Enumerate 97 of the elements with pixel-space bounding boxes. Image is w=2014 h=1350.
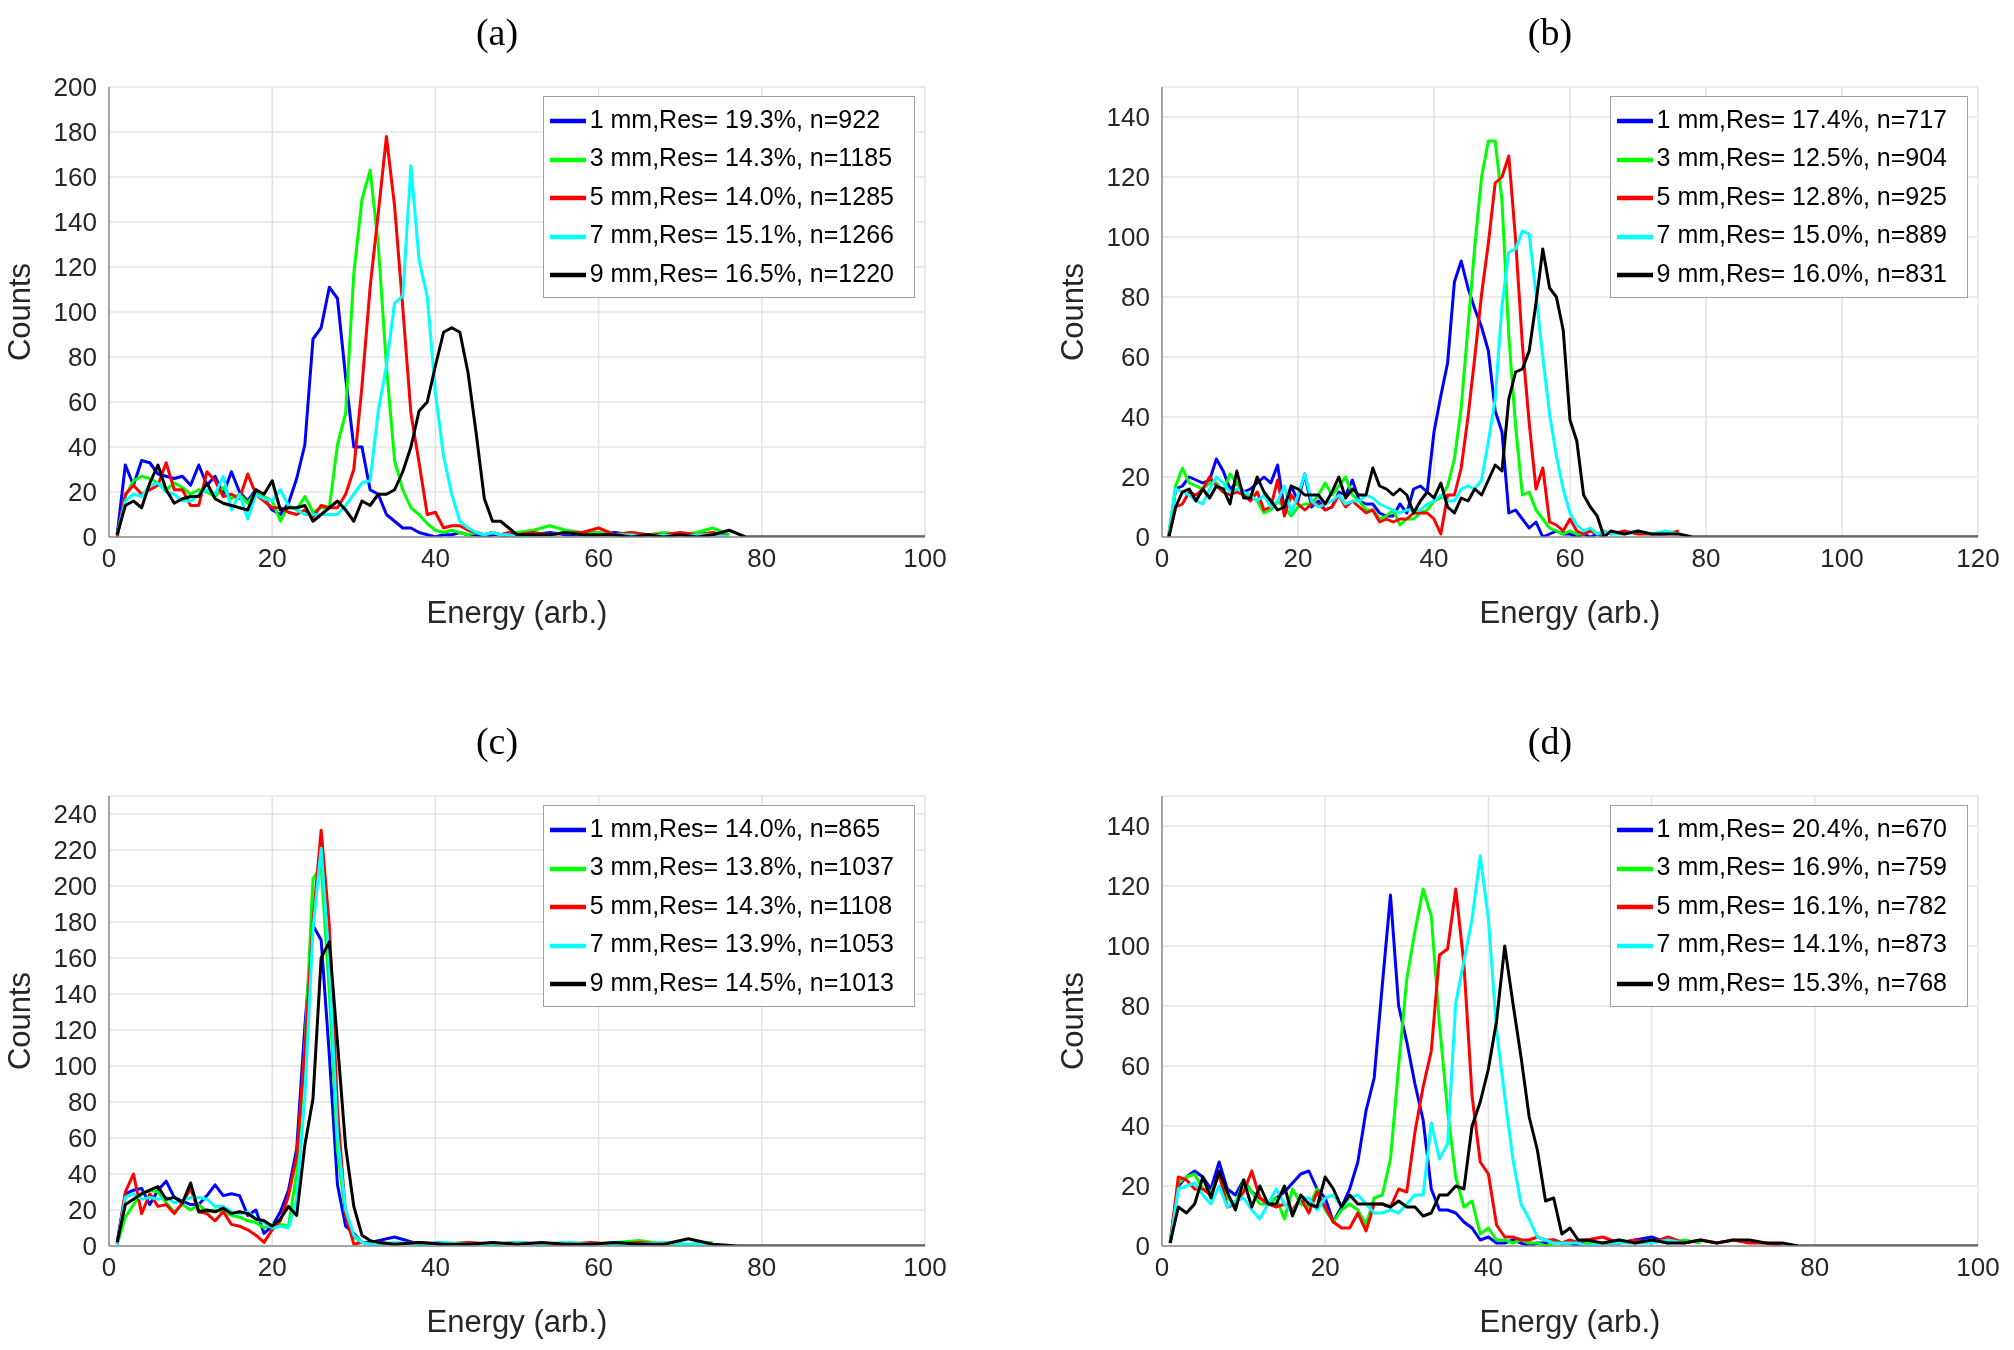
y-tick-label: 0: [82, 1231, 97, 1262]
y-tick-label: 40: [1121, 1111, 1150, 1142]
legend-label: 1 mm,Res= 14.0%, n=865: [589, 814, 881, 842]
legend-label: 9 mm,Res= 15.3%, n=768: [1656, 967, 1947, 996]
x-tick-label: 100: [1820, 543, 1864, 574]
y-tick-label: 80: [68, 342, 97, 373]
y-tick-label: 80: [1121, 991, 1150, 1022]
y-tick-label: 200: [53, 871, 97, 902]
x-tick-label: 100: [903, 543, 947, 574]
y-tick-label: 140: [53, 207, 97, 238]
y-tick-label: 120: [1106, 871, 1150, 902]
x-tick-label: 0: [101, 1252, 117, 1283]
legend-label: 7 mm,Res= 15.1%, n=1266: [589, 220, 894, 249]
x-axis-title: Energy (arb.): [1479, 1304, 1661, 1339]
x-tick-label: 20: [1283, 543, 1313, 574]
y-tick-label: 20: [1121, 1171, 1150, 1202]
x-tick-label: 120: [1956, 543, 2000, 574]
x-tick-label: 20: [257, 543, 287, 574]
x-tick-label: 80: [1800, 1252, 1830, 1283]
y-tick-label: 20: [68, 477, 97, 508]
x-axis-title: Energy (arb.): [426, 595, 608, 630]
x-tick-label: 100: [1956, 1252, 2000, 1283]
y-axis-title: Counts: [1055, 262, 1091, 362]
x-tick-label: 40: [420, 543, 450, 574]
y-tick-label: 120: [1106, 162, 1150, 193]
legend-label: 5 mm,Res= 14.0%, n=1285: [589, 181, 894, 210]
y-axis-title: Counts: [1055, 971, 1091, 1071]
legend-label: 7 mm,Res= 15.0%, n=889: [1656, 220, 1947, 249]
x-tick-label: 60: [1637, 1252, 1667, 1283]
chart-title: (c): [475, 720, 519, 762]
x-tick-label: 60: [1555, 543, 1585, 574]
x-axis-title: Energy (arb.): [1479, 595, 1661, 630]
x-tick-label: 20: [257, 1252, 287, 1283]
chart-title: (d): [1527, 720, 1573, 762]
legend-label: 1 mm,Res= 17.4%, n=717: [1656, 105, 1947, 133]
y-tick-label: 140: [1106, 102, 1150, 133]
legend-label: 1 mm,Res= 19.3%, n=922: [589, 105, 881, 133]
y-tick-label: 40: [1121, 402, 1150, 433]
y-tick-label: 40: [68, 432, 97, 463]
y-tick-label: 180: [53, 907, 97, 938]
legend-label: 3 mm,Res= 12.5%, n=904: [1656, 143, 1947, 172]
x-tick-label: 100: [903, 1252, 947, 1283]
legend-label: 9 mm,Res= 14.5%, n=1013: [589, 967, 894, 996]
y-axis-title: Counts: [2, 262, 38, 362]
x-tick-label: 40: [420, 1252, 450, 1283]
y-tick-label: 0: [82, 522, 97, 553]
y-tick-label: 20: [68, 1195, 97, 1226]
y-tick-label: 120: [53, 1015, 97, 1046]
x-tick-label: 40: [1473, 1252, 1503, 1283]
legend-label: 3 mm,Res= 14.3%, n=1185: [589, 143, 893, 172]
y-tick-label: 160: [53, 943, 97, 974]
x-tick-label: 40: [1419, 543, 1449, 574]
y-tick-label: 60: [1121, 1051, 1150, 1082]
y-tick-label: 40: [68, 1159, 97, 1190]
x-tick-label: 60: [584, 1252, 614, 1283]
y-tick-label: 60: [1121, 342, 1150, 373]
x-tick-label: 0: [101, 543, 117, 574]
y-tick-label: 60: [68, 1123, 97, 1154]
legend-label: 1 mm,Res= 20.4%, n=670: [1656, 814, 1947, 842]
y-tick-label: 120: [53, 252, 97, 283]
y-tick-label: 60: [68, 387, 97, 418]
legend-label: 5 mm,Res= 12.8%, n=925: [1656, 181, 1947, 210]
y-tick-label: 140: [1106, 811, 1150, 842]
legend-label: 7 mm,Res= 14.1%, n=873: [1656, 929, 1947, 958]
y-tick-label: 100: [53, 1051, 97, 1082]
legend-label: 9 mm,Res= 16.5%, n=1220: [589, 258, 894, 287]
y-tick-label: 100: [1106, 222, 1150, 253]
y-tick-label: 80: [68, 1087, 97, 1118]
x-tick-label: 80: [1691, 543, 1721, 574]
x-tick-label: 80: [747, 1252, 777, 1283]
legend-label: 5 mm,Res= 14.3%, n=1108: [589, 890, 893, 919]
y-tick-label: 100: [53, 297, 97, 328]
legend-label: 3 mm,Res= 13.8%, n=1037: [589, 852, 894, 881]
legend-label: 3 mm,Res= 16.9%, n=759: [1656, 852, 1947, 881]
y-tick-label: 100: [1106, 931, 1150, 962]
x-tick-label: 20: [1310, 1252, 1340, 1283]
x-tick-label: 0: [1154, 1252, 1170, 1283]
x-tick-label: 0: [1154, 543, 1170, 574]
legend-label: 5 mm,Res= 16.1%, n=782: [1656, 890, 1947, 919]
y-tick-label: 200: [53, 72, 97, 103]
y-tick-label: 80: [1121, 282, 1150, 313]
y-tick-label: 140: [53, 979, 97, 1010]
chart-title: (b): [1527, 11, 1573, 53]
y-tick-label: 20: [1121, 462, 1150, 493]
x-tick-label: 80: [747, 543, 777, 574]
y-tick-label: 220: [53, 835, 97, 866]
x-tick-label: 60: [584, 543, 614, 574]
legend-label: 7 mm,Res= 13.9%, n=1053: [589, 929, 894, 958]
y-tick-label: 180: [53, 117, 97, 148]
y-tick-label: 0: [1135, 1231, 1150, 1262]
y-tick-label: 160: [53, 162, 97, 193]
y-axis-title: Counts: [2, 971, 38, 1071]
x-axis-title: Energy (arb.): [426, 1304, 608, 1339]
y-tick-label: 240: [53, 799, 97, 830]
legend-label: 9 mm,Res= 16.0%, n=831: [1656, 258, 1947, 287]
chart-title: (a): [475, 11, 519, 53]
y-tick-label: 0: [1135, 522, 1150, 553]
